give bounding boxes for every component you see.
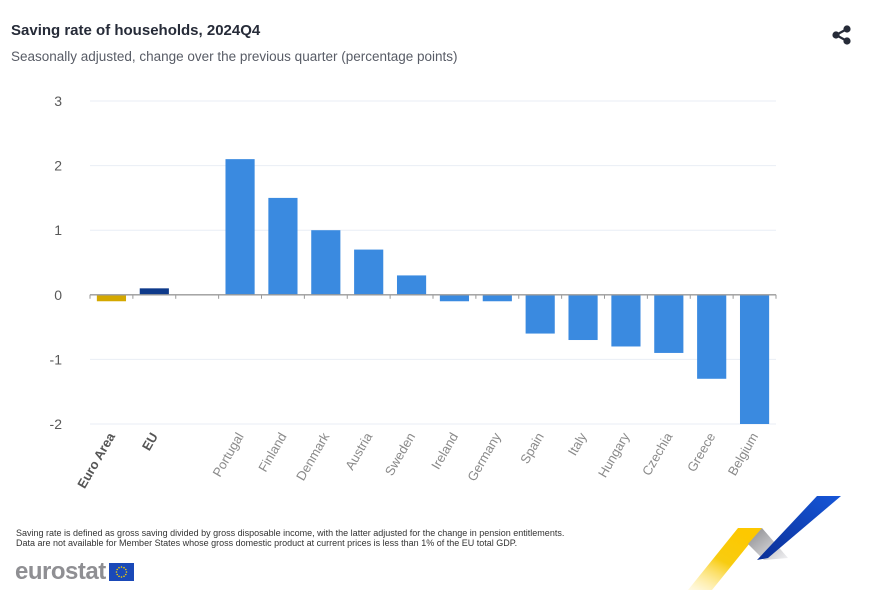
x-tick-label: Belgium (725, 430, 761, 478)
chart-title: Saving rate of households, 2024Q4 (11, 22, 261, 39)
y-axis-ticks: 3 2 1 0 -1 -2 (50, 93, 63, 432)
y-tick-label: -1 (50, 351, 63, 367)
eurostat-logo: eurostat (15, 560, 134, 584)
bar[interactable] (311, 230, 341, 295)
footnote-line-2: Data are not available for Member States… (16, 537, 518, 548)
bar[interactable] (439, 294, 470, 302)
x-tick-label: Italy (565, 430, 590, 459)
y-tick-label: 3 (54, 93, 62, 109)
x-tick-label: Ireland (428, 430, 461, 472)
eurostat-logo-text: eurostat (15, 558, 106, 585)
bars (96, 159, 770, 424)
x-axis (89, 294, 777, 299)
bar[interactable] (396, 275, 427, 295)
gridlines (90, 100, 776, 425)
bar[interactable] (525, 294, 555, 334)
x-tick-label: Euro Area (74, 429, 118, 491)
x-tick-label: Spain (517, 430, 547, 466)
eu-flag-icon (108, 563, 134, 581)
chart-subtitle: Seasonally adjusted, change over the pre… (11, 49, 458, 64)
eurostat-ribbon-graphic (688, 496, 841, 590)
bar[interactable] (225, 159, 255, 295)
x-tick-label: Finland (255, 430, 289, 474)
bar[interactable] (654, 294, 684, 353)
bar-chart: 3 2 1 0 -1 -2 Euro Area EU Portugal Finland Denma… (50, 93, 777, 491)
x-tick-label: Sweden (382, 430, 418, 478)
x-tick-label: Denmark (293, 430, 333, 484)
y-tick-label: 1 (54, 222, 62, 238)
bar[interactable] (611, 294, 641, 347)
x-tick-label: Hungary (595, 430, 633, 480)
x-tick-label: Austria (342, 429, 376, 472)
bar[interactable] (739, 294, 770, 424)
x-tick-label: Portugal (209, 430, 246, 480)
share-button[interactable] (829, 22, 855, 48)
x-axis-labels: Euro Area EU Portugal Finland Denmark Austria… (74, 429, 761, 491)
x-tick-label: Germany (464, 430, 504, 484)
x-tick-label: Greece (684, 430, 718, 474)
share-icon (832, 25, 851, 45)
footnote-line-1: Saving rate is defined as gross saving d… (16, 528, 565, 538)
bar[interactable] (568, 294, 598, 341)
bar[interactable] (268, 197, 298, 295)
y-tick-label: 0 (54, 287, 62, 303)
y-tick-label: 2 (54, 158, 62, 174)
y-tick-label: -2 (50, 416, 63, 432)
bar[interactable] (96, 294, 127, 302)
footnote: Saving rate is defined as gross saving d… (16, 528, 626, 548)
x-tick-label: EU (139, 430, 161, 453)
bar[interactable] (139, 288, 169, 295)
bar[interactable] (354, 249, 384, 295)
x-tick-label: Czechia (639, 429, 676, 478)
bar[interactable] (482, 294, 512, 302)
bar[interactable] (697, 294, 727, 379)
